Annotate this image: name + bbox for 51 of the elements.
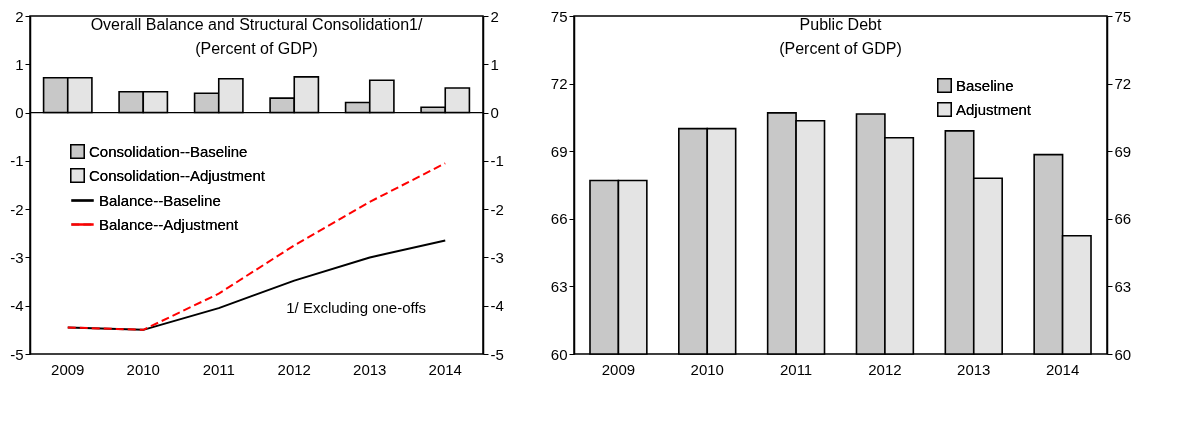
text: Public Debt xyxy=(799,16,882,33)
legend-label: Baseline xyxy=(956,76,1014,94)
y2-tick-label: 66 xyxy=(1114,210,1132,228)
y2-tick-label: 69 xyxy=(1114,142,1132,160)
y2-tick-label: -4 xyxy=(490,297,504,315)
y-tick-label: -5 xyxy=(10,345,24,363)
text: (Percent of GDP) xyxy=(195,40,318,57)
y-tick-label: 60 xyxy=(550,345,568,363)
y-tick-label: 72 xyxy=(550,75,568,93)
legend-label: Consolidation--Baseline xyxy=(89,142,248,160)
x-tick-label: 2009 xyxy=(601,360,636,378)
y2-tick-label: 2 xyxy=(490,7,499,25)
x-tick-label: 2013 xyxy=(353,360,387,378)
x-tick-label: 2011 xyxy=(779,360,813,378)
y2-tick-label: 0 xyxy=(490,104,499,122)
y2-tick-label: 63 xyxy=(1114,277,1132,295)
y2-tick-label: -1 xyxy=(490,152,504,170)
legend-label: Consolidation--Adjustment xyxy=(89,166,266,184)
y-tick-label: 69 xyxy=(550,142,568,160)
legend-label: Balance--Adjustment xyxy=(99,215,240,233)
annotation: 1/ Excluding one-offs xyxy=(286,299,427,317)
x-tick-label: 2013 xyxy=(957,360,991,378)
x-tick-label: 2014 xyxy=(1045,360,1080,378)
y2-tick-label: 75 xyxy=(1114,7,1132,25)
x-tick-label: 2010 xyxy=(690,360,724,378)
text: Overall Balance and Structural Consolidation1/ xyxy=(90,16,423,33)
y2-tick-label: 1 xyxy=(490,55,499,73)
x-tick-label: 2009 xyxy=(51,360,85,378)
x-tick-label: 2012 xyxy=(277,360,311,378)
x-tick-label: 2010 xyxy=(126,360,160,378)
x-tick-label: 2012 xyxy=(868,360,902,378)
text: (Percent of GDP) xyxy=(779,40,902,57)
y-tick-label: -4 xyxy=(10,297,24,315)
y2-tick-label: -3 xyxy=(490,248,504,266)
y-tick-label: -1 xyxy=(10,152,24,170)
legend-label: Adjustment xyxy=(956,100,1032,118)
y-tick-label: 75 xyxy=(550,7,568,25)
y2-tick-label: -2 xyxy=(490,200,504,218)
y2-tick-label: 60 xyxy=(1114,345,1132,363)
y2-tick-label: -5 xyxy=(490,345,504,363)
y-tick-label: 2 xyxy=(15,7,24,25)
y-tick-label: -2 xyxy=(10,200,24,218)
y-tick-label: 63 xyxy=(550,277,568,295)
y2-tick-label: 72 xyxy=(1114,75,1132,93)
y-tick-label: 0 xyxy=(15,104,24,122)
y-tick-label: 1 xyxy=(15,55,24,73)
y-tick-label: -3 xyxy=(10,248,24,266)
x-tick-label: 2014 xyxy=(428,360,462,378)
legend-label: Balance--Baseline xyxy=(99,191,221,209)
y-tick-label: 66 xyxy=(550,210,568,228)
x-tick-label: 2011 xyxy=(202,360,235,378)
